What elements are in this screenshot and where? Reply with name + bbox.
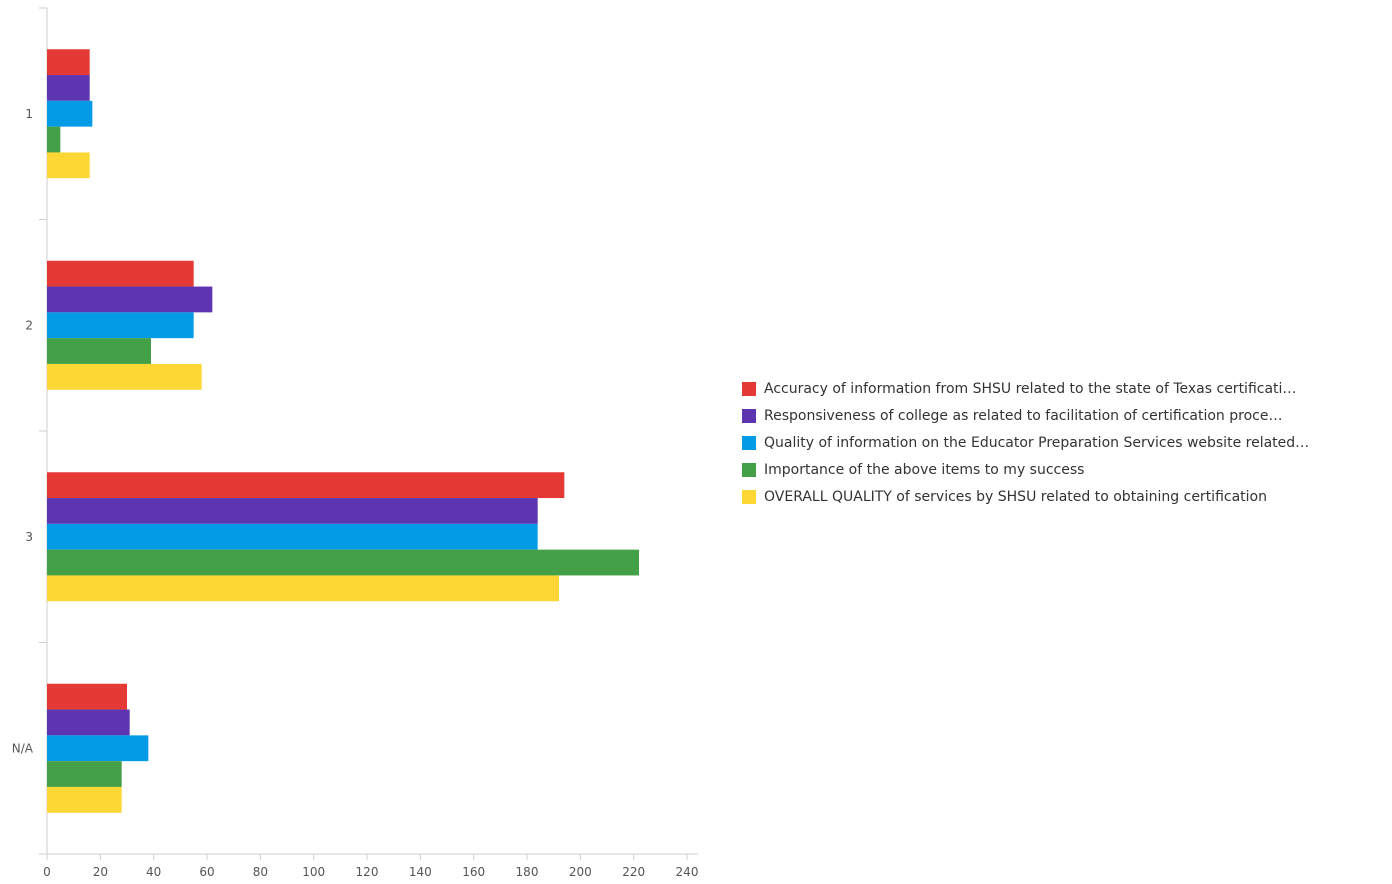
x-tick-label: 140 (409, 865, 432, 879)
legend-item[interactable]: OVERALL QUALITY of services by SHSU rela… (742, 484, 1309, 511)
bar[interactable] (47, 363, 202, 390)
bar[interactable] (47, 523, 538, 550)
bar[interactable] (47, 472, 565, 499)
x-tick-label: 160 (462, 865, 485, 879)
bar[interactable] (47, 49, 90, 76)
bar[interactable] (47, 312, 194, 339)
legend-swatch (742, 435, 756, 450)
chart-axes (39, 7, 698, 855)
x-tick-label: 220 (622, 865, 645, 879)
bar[interactable] (47, 549, 639, 576)
bar[interactable] (47, 260, 194, 287)
bar[interactable] (47, 761, 122, 787)
x-axis-ticks: 0 20 40 60 80 100 120 140 160 180 200 220 240 (43, 854, 698, 879)
legend-label: Quality of information on the Educator P… (764, 434, 1310, 451)
legend-label: OVERALL QUALITY of services by SHSU rela… (764, 489, 1267, 506)
bar[interactable] (47, 498, 538, 524)
y-tick-label: 3 (25, 530, 33, 544)
bar[interactable] (47, 100, 93, 127)
legend-item[interactable]: Importance of the above items to my succ… (742, 457, 1309, 484)
x-tick-label: 100 (302, 865, 325, 879)
x-tick-label: 180 (516, 865, 539, 879)
legend-item[interactable]: Responsiveness of college as related to … (742, 402, 1309, 429)
legend-label: Importance of the above items to my succ… (764, 462, 1085, 479)
bar[interactable] (47, 338, 151, 364)
bar[interactable] (47, 152, 90, 179)
y-tick-label: 2 (25, 318, 33, 332)
legend-item[interactable]: Accuracy of information from SHSU relate… (742, 375, 1309, 402)
y-axis-ticks: 1 2 3 N/A (12, 107, 34, 756)
x-tick-label: 60 (199, 865, 214, 879)
chart-bars (47, 49, 639, 813)
legend-label: Responsiveness of college as related to … (764, 407, 1283, 424)
bar[interactable] (47, 786, 122, 813)
bar[interactable] (47, 709, 130, 736)
bar[interactable] (47, 75, 90, 101)
legend-item[interactable]: Quality of information on the Educator P… (742, 429, 1309, 456)
bar[interactable] (47, 735, 149, 762)
bar[interactable] (47, 286, 213, 313)
legend-swatch (742, 490, 756, 505)
legend-swatch (742, 381, 756, 396)
x-tick-label: 40 (146, 865, 161, 879)
bar[interactable] (47, 683, 127, 710)
x-tick-label: 120 (356, 865, 379, 879)
x-tick-label: 20 (93, 865, 108, 879)
y-tick-label: N/A (12, 741, 34, 755)
chart-legend: Accuracy of information from SHSU relate… (742, 375, 1309, 511)
x-tick-label: 0 (43, 865, 51, 879)
legend-label: Accuracy of information from SHSU relate… (764, 380, 1297, 397)
x-tick-label: 80 (253, 865, 268, 879)
x-tick-label: 200 (569, 865, 592, 879)
x-tick-label: 240 (676, 865, 699, 879)
legend-swatch (742, 463, 756, 478)
y-tick-label: 1 (25, 107, 33, 121)
bar[interactable] (47, 575, 559, 602)
legend-swatch (742, 408, 756, 423)
bar[interactable] (47, 126, 61, 153)
